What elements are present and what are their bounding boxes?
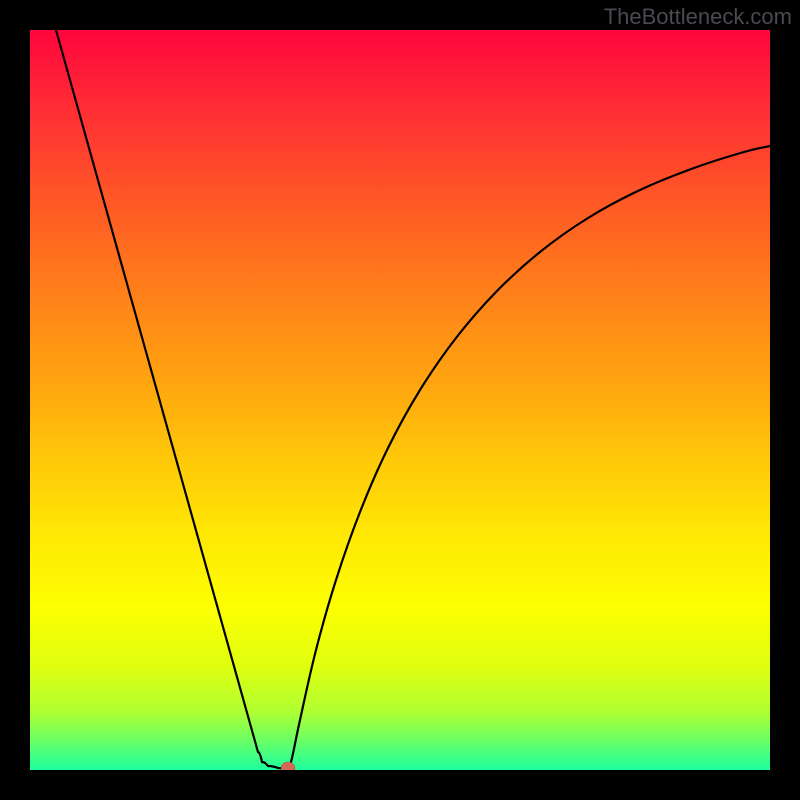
plot-background [30,30,770,770]
attribution-text: TheBottleneck.com [604,4,792,29]
